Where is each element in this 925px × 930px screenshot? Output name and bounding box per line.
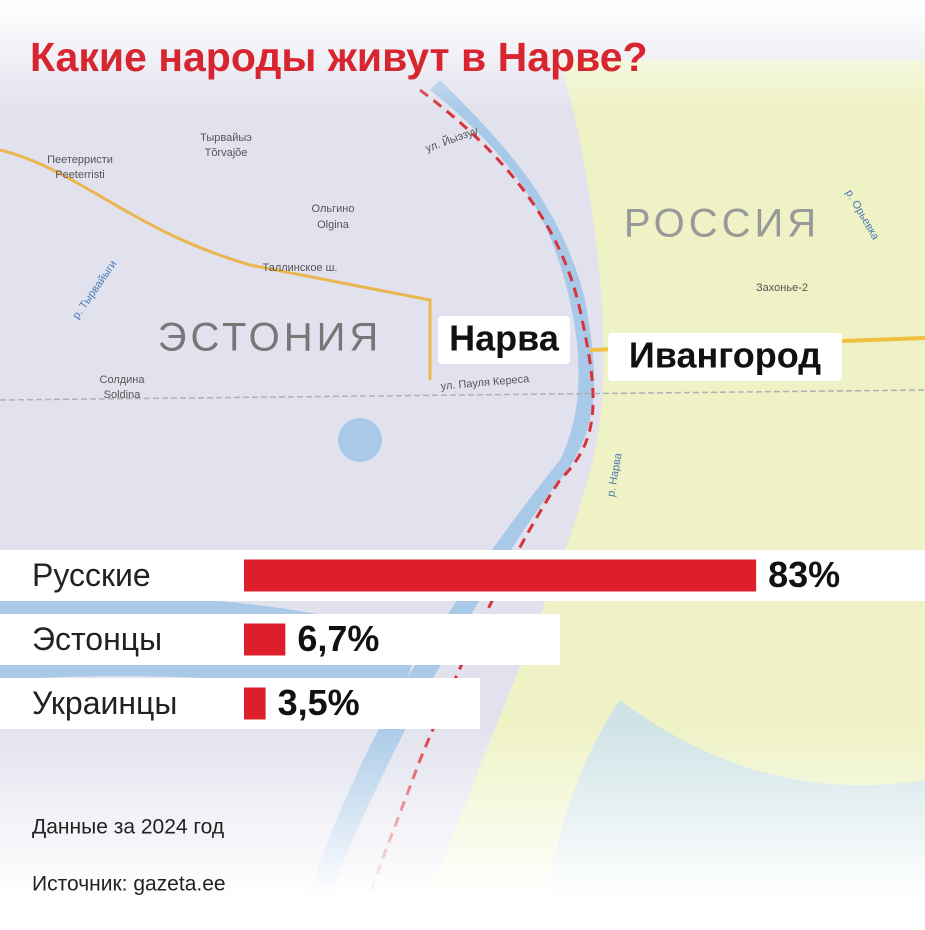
category-label: Эстонцы bbox=[32, 621, 162, 657]
bar bbox=[244, 623, 286, 656]
value-label: 6,7% bbox=[297, 618, 379, 659]
map-label: Солдина bbox=[100, 374, 146, 386]
city-label: Нарва bbox=[449, 318, 560, 359]
category-label: Русские bbox=[32, 557, 151, 593]
category-label: Украинцы bbox=[32, 685, 177, 721]
map-label: Ольгино bbox=[312, 203, 355, 215]
value-label: 3,5% bbox=[278, 682, 360, 723]
map-label: Peeterristi bbox=[55, 169, 105, 181]
country-label: ЭСТОНИЯ bbox=[158, 316, 383, 360]
note: Данные за 2024 год bbox=[32, 816, 224, 839]
country-label: РОССИЯ bbox=[624, 202, 820, 246]
map-label: Таллинское ш. bbox=[262, 262, 337, 274]
bar bbox=[244, 559, 757, 592]
city-box bbox=[438, 316, 570, 364]
map-label: Захонье-2 bbox=[756, 282, 808, 294]
map-label: Soldina bbox=[104, 389, 142, 401]
map-label: Тырвайыэ bbox=[200, 132, 252, 144]
source: Источник: gazeta.ee bbox=[32, 873, 226, 896]
chart-title: Какие народы живут в Нарве? bbox=[30, 34, 648, 80]
map-label: Пеетерристи bbox=[47, 154, 113, 166]
bar bbox=[244, 687, 266, 720]
map-label: Olgina bbox=[317, 219, 350, 231]
city-label: Ивангород bbox=[629, 335, 821, 376]
map-label: Tõrvajõe bbox=[205, 147, 248, 159]
value-label: 83% bbox=[768, 554, 840, 595]
city-box bbox=[608, 333, 842, 381]
row-background bbox=[0, 678, 480, 729]
